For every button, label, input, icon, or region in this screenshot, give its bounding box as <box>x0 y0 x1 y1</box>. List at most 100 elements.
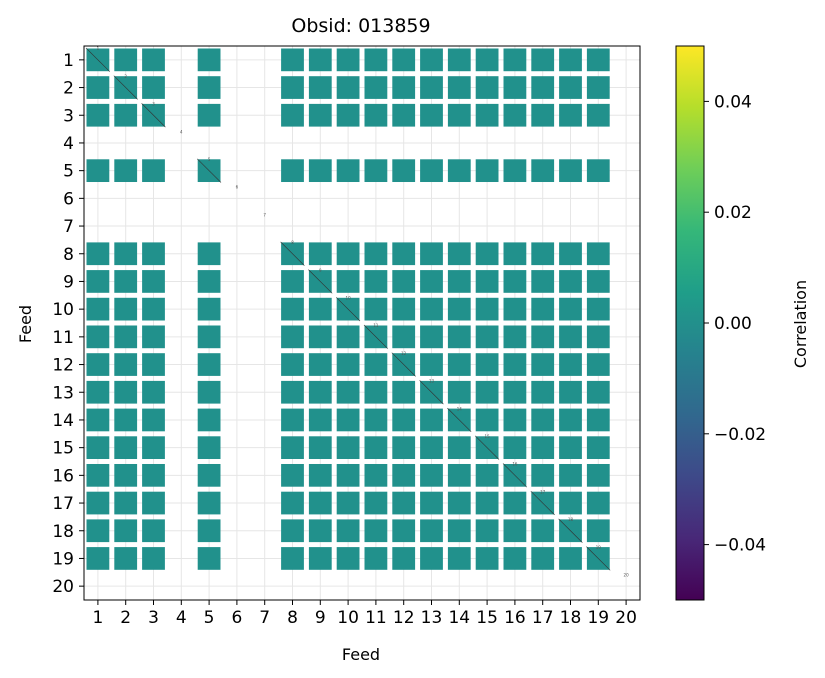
heatmap-cell <box>308 297 332 321</box>
heatmap-cell <box>86 325 110 349</box>
heatmap-cell <box>308 547 332 570</box>
heatmap-cell <box>364 297 388 321</box>
y-tick-label: 3 <box>63 106 74 126</box>
heatmap-cell <box>86 76 110 99</box>
heatmap-cell <box>475 103 499 127</box>
heatmap-cell <box>86 270 110 293</box>
diagonal-label: 3 <box>152 102 155 107</box>
heatmap-cell <box>392 380 416 404</box>
heatmap-cell <box>531 353 555 376</box>
heatmap-cell <box>114 325 138 349</box>
heatmap-cell <box>281 519 304 543</box>
heatmap-cell <box>336 353 360 376</box>
heatmap-cell <box>281 436 304 460</box>
y-tick-label: 8 <box>63 245 74 265</box>
heatmap-cell <box>281 353 304 376</box>
heatmap-cell <box>586 519 610 543</box>
heatmap-cell <box>503 380 527 404</box>
x-tick-label: 15 <box>476 608 498 628</box>
x-tick-label: 9 <box>315 608 326 628</box>
heatmap-cell <box>364 242 388 266</box>
diagonal-label: 5 <box>208 157 211 162</box>
heatmap-cell <box>420 159 443 183</box>
heatmap-cell <box>281 463 304 487</box>
heatmap-cell <box>142 242 165 266</box>
diagonal-mark <box>196 158 222 183</box>
heatmap-cell <box>503 325 527 349</box>
heatmap-cell <box>475 297 499 321</box>
heatmap-cell <box>114 519 138 543</box>
diagonal-mark <box>502 463 528 488</box>
heatmap-cell <box>114 159 138 183</box>
diagonal-label: 7 <box>263 212 266 217</box>
y-tick-label: 17 <box>52 494 74 514</box>
heatmap-cell <box>364 76 388 99</box>
y-tick-label: 15 <box>52 439 74 459</box>
heatmap-cell <box>86 519 110 543</box>
heatmap-cell <box>281 297 304 321</box>
heatmap-cell <box>447 463 471 487</box>
heatmap-cell <box>559 380 582 404</box>
y-tick-label: 2 <box>63 79 74 99</box>
y-tick-label: 12 <box>52 356 74 376</box>
heatmap-cell <box>503 436 527 460</box>
heatmap-cell <box>142 325 165 349</box>
heatmap-cell <box>197 519 221 543</box>
heatmap-cell <box>86 103 110 127</box>
heatmap-cell <box>559 436 582 460</box>
heatmap-cell <box>503 408 527 432</box>
heatmap-cell <box>475 159 499 183</box>
heatmap-cell <box>336 491 360 515</box>
colorbar-tick-label: 0.02 <box>714 203 752 223</box>
diagonal-label: 14 <box>457 406 463 411</box>
diagonal-label: 6 <box>236 185 239 190</box>
heatmap-cell <box>308 103 332 127</box>
heatmap-cell <box>364 103 388 127</box>
heatmap-cell <box>364 48 388 72</box>
heatmap-cell <box>559 76 582 99</box>
heatmap-cell <box>475 380 499 404</box>
y-tick-label: 9 <box>63 272 74 292</box>
diagonal-mark <box>308 269 333 294</box>
heatmap-cell <box>447 547 471 570</box>
heatmap-cell <box>586 353 610 376</box>
heatmap-cell <box>447 242 471 266</box>
heatmap-cell <box>503 297 527 321</box>
heatmap-cell <box>475 270 499 293</box>
heatmap-cell <box>364 463 388 487</box>
y-tick-label: 5 <box>63 162 74 182</box>
diagonal-label: 11 <box>373 323 379 328</box>
heatmap-cell <box>559 270 582 293</box>
heatmap-cell <box>559 463 582 487</box>
y-tick-label: 6 <box>63 189 74 209</box>
heatmap-cell <box>308 353 332 376</box>
heatmap-cell <box>447 325 471 349</box>
heatmap-cell <box>420 463 443 487</box>
diagonal-mark <box>530 490 555 516</box>
heatmap-cell <box>114 297 138 321</box>
heatmap-cell <box>586 76 610 99</box>
heatmap-cell <box>420 76 443 99</box>
colorbar-tick-label: 0.00 <box>714 314 752 334</box>
diagonal-mark <box>85 47 111 72</box>
diagonal-label: 20 <box>624 572 630 577</box>
diagonal-mark <box>419 380 444 405</box>
x-tick-label: 12 <box>393 608 415 628</box>
diagonal-mark <box>391 352 416 377</box>
y-tick-label: 16 <box>52 466 74 486</box>
heatmap-cell <box>281 325 304 349</box>
x-tick-label: 20 <box>615 608 637 628</box>
heatmap-cell <box>336 519 360 543</box>
x-tick-label: 5 <box>204 608 215 628</box>
heatmap-cell <box>114 380 138 404</box>
heatmap-cell <box>586 408 610 432</box>
heatmap-cell <box>308 76 332 99</box>
heatmap-cell <box>142 76 165 99</box>
x-tick-label: 19 <box>587 608 609 628</box>
heatmap-cell <box>586 48 610 72</box>
x-tick-label: 4 <box>176 608 187 628</box>
heatmap-cell <box>86 242 110 266</box>
diagonal-mark <box>113 75 138 100</box>
heatmap-cell <box>142 48 165 72</box>
